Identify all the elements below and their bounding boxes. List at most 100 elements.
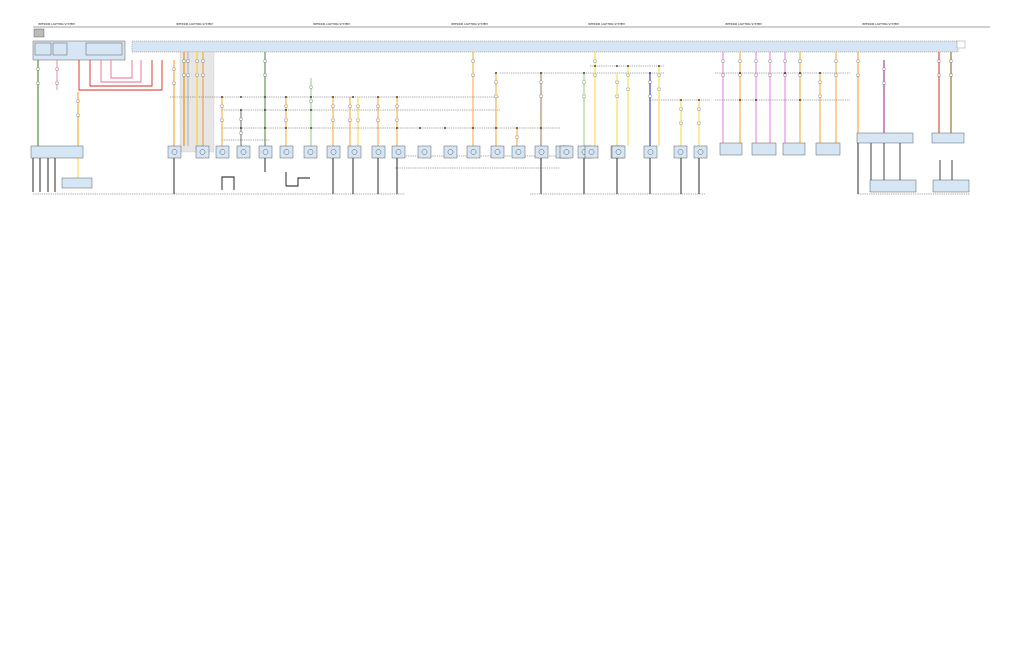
lamp-modules	[167, 145, 708, 159]
inline-connector	[331, 118, 335, 122]
bcm-connector-left	[34, 42, 52, 56]
right-module-4	[932, 179, 970, 193]
inline-connector	[856, 73, 860, 77]
body-control-module	[32, 28, 126, 61]
left-lower-module-b	[61, 177, 93, 189]
lamp-module	[215, 145, 230, 159]
lamp-icon	[351, 149, 358, 155]
splice-dot	[819, 72, 821, 74]
lamp-icon	[647, 149, 654, 155]
splice-dot	[352, 96, 354, 98]
inline-connector	[539, 80, 543, 84]
inline-connector	[172, 81, 176, 85]
bus-end-box	[956, 40, 966, 49]
inline-connector	[471, 59, 475, 63]
switch-module-3	[782, 142, 806, 156]
inline-connector	[356, 118, 360, 122]
inline-connector	[818, 80, 822, 84]
black-jumper-wires	[221, 172, 310, 190]
splice-dot	[419, 127, 421, 129]
splice-dot	[396, 96, 398, 98]
header-title: INTERIOR LIGHTING SYSTEM	[176, 22, 213, 26]
inline-connector	[768, 59, 772, 63]
inline-connector	[818, 94, 822, 98]
inline-connector	[721, 59, 725, 63]
wires	[32, 52, 953, 194]
lamp-module	[490, 145, 505, 159]
splice-dot	[240, 96, 242, 98]
splice-dot	[594, 65, 596, 67]
splice-dot	[755, 99, 757, 101]
inline-connector	[882, 67, 886, 71]
lamp-icon	[470, 149, 477, 155]
lamp-module	[693, 145, 708, 159]
right-module-3	[869, 179, 917, 193]
splice-dot	[285, 109, 287, 111]
lamp-module	[417, 145, 432, 159]
inline-connector	[182, 59, 186, 63]
splice-dot	[396, 127, 398, 129]
lamp-module	[279, 145, 294, 159]
lamp-icon	[330, 149, 337, 155]
splice-dot	[583, 72, 585, 74]
inline-connector	[186, 73, 190, 77]
sheet-header: INTERIOR LIGHTING SYSTEM INTERIOR LIGHTIN…	[38, 22, 899, 26]
header-title: INTERIOR LIGHTING SYSTEM	[862, 22, 899, 26]
inline-connector	[195, 59, 199, 63]
inline-connector	[76, 99, 80, 103]
lamp-icon	[283, 149, 290, 155]
header-title: INTERIOR LIGHTING SYSTEM	[38, 22, 75, 26]
inline-connector	[721, 73, 725, 77]
inline-connector	[626, 87, 630, 91]
inline-connector	[309, 99, 313, 103]
lamp-module	[326, 145, 341, 159]
lamp-module	[371, 145, 386, 159]
splice-dot	[739, 99, 741, 101]
inline-connector	[263, 59, 267, 63]
lamp-module	[236, 145, 251, 159]
splice-dot	[264, 109, 266, 111]
splice-dot	[680, 99, 682, 101]
inline-connector	[593, 73, 597, 77]
pink-loop-1	[100, 60, 142, 83]
lamp-module	[167, 145, 182, 159]
inline-connector	[186, 59, 190, 63]
inline-connector	[263, 73, 267, 77]
splice-dot	[264, 96, 266, 98]
inline-connector	[679, 107, 683, 111]
lamp-icon	[262, 149, 269, 155]
inline-connector	[949, 73, 953, 77]
splice-dot	[310, 127, 312, 129]
inline-connector	[856, 59, 860, 63]
splice-dot	[495, 72, 497, 74]
inline-connector	[754, 59, 758, 63]
lamp-icon	[219, 149, 226, 155]
inline-connector	[239, 131, 243, 135]
inline-connector	[395, 118, 399, 122]
inline-connector	[798, 59, 802, 63]
inline-connector	[697, 107, 701, 111]
lighting-bus	[131, 40, 966, 53]
left-lower-modules	[30, 145, 93, 189]
inline-connector	[754, 73, 758, 77]
harness-dashed-lines	[33, 65, 970, 195]
inline-connector	[182, 73, 186, 77]
right-module-2	[931, 132, 965, 144]
lamp-module	[643, 145, 658, 159]
inline-connector	[937, 59, 941, 63]
inline-connector	[376, 104, 380, 108]
inline-connector	[348, 104, 352, 108]
inline-connector	[648, 94, 652, 98]
lamp-icon	[307, 149, 314, 155]
switch-module-1	[719, 142, 743, 156]
lamp-icon	[515, 149, 522, 155]
bcm-connector-right	[85, 42, 123, 56]
inline-connector	[798, 73, 802, 77]
right-switch-modules	[719, 142, 841, 156]
inline-connector	[648, 80, 652, 84]
splice-dot	[240, 109, 242, 111]
inline-connector	[76, 113, 80, 117]
lamp-module	[534, 145, 549, 159]
inline-connectors	[36, 59, 953, 139]
right-module-1	[856, 132, 914, 144]
